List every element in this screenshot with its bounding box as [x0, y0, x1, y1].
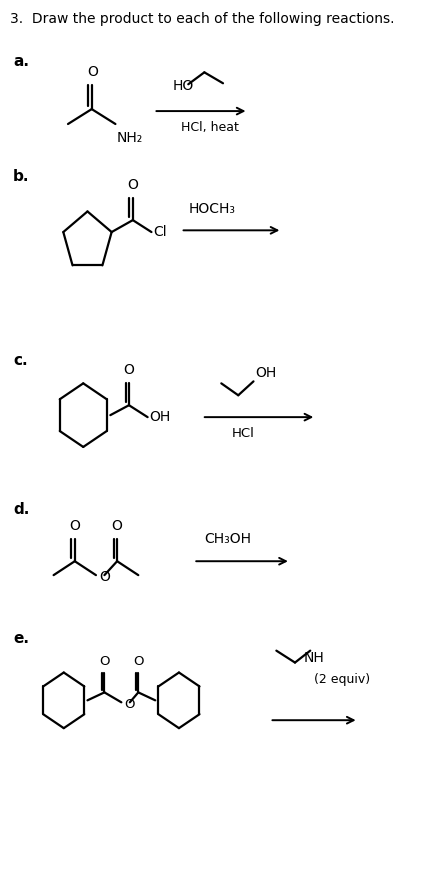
- Text: HOCH₃: HOCH₃: [189, 203, 236, 217]
- Text: HO: HO: [172, 79, 193, 93]
- Text: e.: e.: [13, 631, 29, 645]
- Text: O: O: [133, 654, 143, 667]
- Text: CH₃OH: CH₃OH: [204, 532, 251, 546]
- Text: b.: b.: [13, 168, 29, 183]
- Text: O: O: [99, 654, 109, 667]
- Text: O: O: [112, 519, 122, 533]
- Text: OH: OH: [255, 367, 276, 381]
- Text: NH₂: NH₂: [117, 131, 143, 145]
- Text: Cl: Cl: [153, 225, 167, 239]
- Text: OH: OH: [149, 410, 170, 424]
- Text: O: O: [127, 178, 138, 192]
- Text: HCl: HCl: [231, 427, 254, 440]
- Text: O: O: [87, 65, 98, 79]
- Text: (2 equiv): (2 equiv): [313, 673, 369, 686]
- Text: c.: c.: [13, 353, 28, 367]
- Text: HCl, heat: HCl, heat: [180, 121, 238, 134]
- Text: a.: a.: [13, 54, 29, 69]
- Text: d.: d.: [13, 502, 29, 517]
- Text: 3.  Draw the product to each of the following reactions.: 3. Draw the product to each of the follo…: [9, 11, 393, 25]
- Text: O: O: [99, 570, 110, 584]
- Text: O: O: [124, 698, 135, 710]
- Text: O: O: [69, 519, 80, 533]
- Text: NH: NH: [303, 651, 323, 665]
- Text: O: O: [123, 363, 134, 377]
